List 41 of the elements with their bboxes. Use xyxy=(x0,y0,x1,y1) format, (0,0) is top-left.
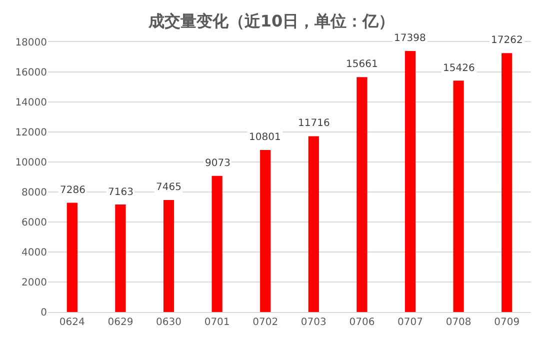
data-label: 17398 xyxy=(394,33,426,44)
x-tick-label: 0624 xyxy=(59,317,85,328)
y-tick-label: 14000 xyxy=(15,98,47,108)
bar xyxy=(502,53,512,312)
x-tick-label: 0703 xyxy=(300,317,326,328)
data-label: 9073 xyxy=(205,158,230,169)
y-tick-label: 16000 xyxy=(15,68,47,78)
y-tick-label: 8000 xyxy=(22,188,47,198)
x-tick-label: 0629 xyxy=(108,317,134,328)
y-tick-label: 4000 xyxy=(22,248,47,258)
y-tick-label: 6000 xyxy=(22,218,47,228)
y-tick-label: 18000 xyxy=(15,38,47,48)
chart-title: 成交量变化（近10日，单位：亿） xyxy=(147,12,395,31)
bar xyxy=(212,176,222,312)
data-label: 11716 xyxy=(298,118,330,129)
x-tick-label: 0630 xyxy=(156,317,182,328)
bar xyxy=(453,80,464,312)
y-tick-label: 12000 xyxy=(15,128,47,138)
data-label: 7465 xyxy=(156,182,182,193)
bar xyxy=(404,51,416,312)
x-tick-label: 0706 xyxy=(349,317,375,328)
y-tick-label: 10000 xyxy=(15,158,47,168)
bar xyxy=(356,77,368,312)
data-label: 15426 xyxy=(443,63,475,74)
bar xyxy=(163,200,174,312)
data-label: 17262 xyxy=(491,35,523,46)
bar xyxy=(260,150,271,312)
x-tick-label: 0709 xyxy=(494,317,520,328)
data-label: 10801 xyxy=(249,132,281,143)
bar xyxy=(66,202,78,312)
x-tick-label: 0702 xyxy=(252,317,278,328)
y-tick-label: 2000 xyxy=(22,278,47,288)
x-tick-label: 0701 xyxy=(204,317,230,328)
x-tick-label: 0707 xyxy=(398,317,423,328)
bar xyxy=(115,204,126,312)
data-label: 7163 xyxy=(108,187,134,198)
bar xyxy=(308,136,319,312)
x-tick-label: 0708 xyxy=(446,317,472,328)
data-label: 15661 xyxy=(346,59,378,70)
y-tick-label: 0 xyxy=(40,308,47,318)
data-label: 7286 xyxy=(60,185,86,196)
